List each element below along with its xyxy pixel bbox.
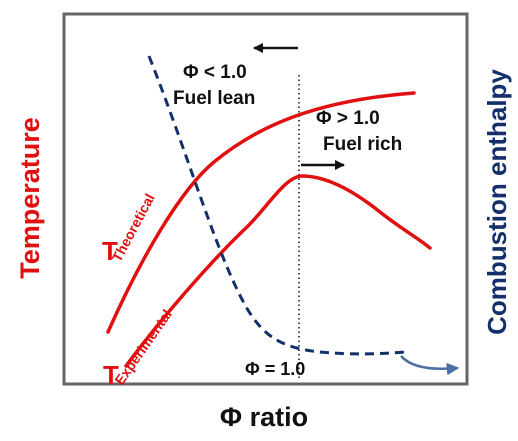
fuel-rich-phi-label: Φ > 1.0: [316, 108, 380, 129]
fuel-rich-text: Fuel rich: [323, 134, 402, 155]
svg-text:Theoretical: Theoretical: [109, 191, 158, 264]
stoichiometric-label: Φ = 1.0: [245, 359, 305, 379]
t-theoretical-curve: [106, 91, 416, 334]
fuel-lean-text: Fuel lean: [173, 88, 255, 109]
enthalpy-axis-arrow: [400, 355, 460, 376]
fuel-lean-phi-label: Φ < 1.0: [183, 62, 247, 83]
t-theoretical-label: T Theoretical: [102, 191, 158, 266]
x-axis-label: Φ ratio: [220, 402, 308, 432]
svg-text:T: T: [103, 360, 119, 390]
y-axis-left-label: Temperature: [15, 117, 45, 279]
y-axis-right-label: Combustion enthalpy: [482, 69, 512, 335]
svg-text:T: T: [102, 236, 118, 266]
plot-frame: [62, 12, 469, 386]
t-experimental-curve: [124, 174, 432, 368]
enthalpy-curve: [147, 55, 406, 356]
svg-text:Experimental: Experimental: [111, 307, 175, 388]
